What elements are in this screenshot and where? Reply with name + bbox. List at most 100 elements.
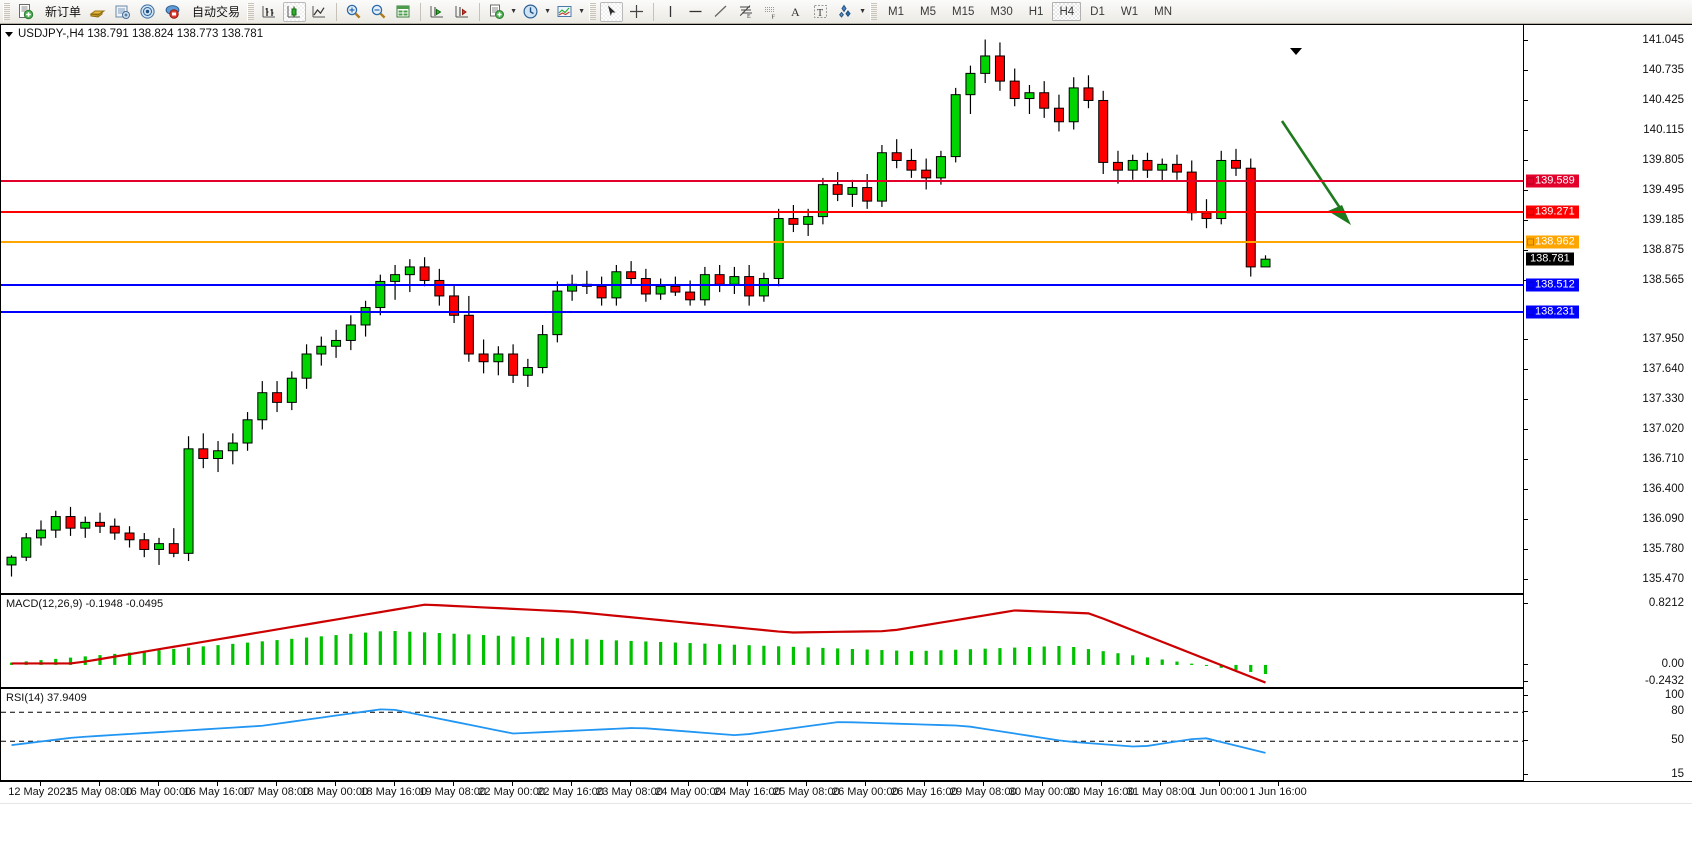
level-handle[interactable] xyxy=(1527,281,1534,289)
macd-pane[interactable]: MACD(12,26,9) -0.1948 -0.0495 xyxy=(0,594,1524,688)
toolbar-grip[interactable] xyxy=(3,2,10,21)
line-chart-icon[interactable] xyxy=(308,2,331,22)
news-icon[interactable] xyxy=(111,2,134,22)
auto-scroll-icon[interactable] xyxy=(451,2,474,22)
time-tick-label: 26 May 00:00 xyxy=(832,786,899,798)
new-order-button[interactable]: 新订单 xyxy=(39,2,84,22)
price-tag-support-upper[interactable]: 138.512 xyxy=(1526,278,1579,292)
period-dropdown-arrow[interactable]: ▼ xyxy=(544,8,551,15)
level-line-support-upper[interactable] xyxy=(1,284,1523,287)
price-tag-resistance-upper[interactable]: 139.589 xyxy=(1526,174,1579,188)
level-line-resistance-upper[interactable] xyxy=(1,179,1523,182)
chart-scroll-marker[interactable] xyxy=(1290,48,1302,55)
level-line-pivot[interactable] xyxy=(1,240,1523,243)
price-tick xyxy=(1524,339,1528,341)
rsi-tick xyxy=(1524,774,1528,775)
symbol-ohlc-text: USDJPY-,H4 138.791 138.824 138.773 138.7… xyxy=(18,28,264,40)
zoom-in-icon[interactable] xyxy=(342,2,365,22)
timeframe-m15[interactable]: M15 xyxy=(952,5,975,18)
rsi-tick-label: 100 xyxy=(1664,689,1684,701)
price-tag-support-lower[interactable]: 138.231 xyxy=(1526,305,1579,319)
gold-bars-icon[interactable] xyxy=(86,2,109,22)
symbol-caret-icon[interactable] xyxy=(5,31,13,37)
level-handle[interactable] xyxy=(1527,177,1534,185)
time-tick xyxy=(688,782,690,786)
channel-icon[interactable]: F xyxy=(759,2,782,22)
new-order-icon[interactable] xyxy=(14,2,37,22)
macd-label: MACD(12,26,9) -0.1948 -0.0495 xyxy=(6,598,164,610)
shapes-dropdown-arrow[interactable]: ▼ xyxy=(859,8,866,15)
time-axis[interactable]: 12 May 2023 15 May 08:00 16 May 00:00 16 Ma… xyxy=(0,781,1692,803)
candlestick-chart-icon[interactable] xyxy=(283,1,307,22)
bar-chart-icon[interactable] xyxy=(258,2,281,22)
main-toolbar: 新订单 xyxy=(0,0,1692,24)
crosshair-icon[interactable] xyxy=(625,2,648,22)
templates-dropdown-arrow[interactable]: ▼ xyxy=(578,8,585,15)
toolbar-grip-4[interactable] xyxy=(870,2,878,21)
time-tick-label: 16 May 00:00 xyxy=(124,786,192,798)
templates-icon[interactable] xyxy=(553,2,576,22)
signal-icon[interactable] xyxy=(136,2,159,22)
price-tick-label: 135.780 xyxy=(1642,543,1684,556)
timeframe-h1[interactable]: H1 xyxy=(1028,5,1044,18)
period-icon[interactable] xyxy=(519,2,542,22)
tile-windows-icon[interactable] xyxy=(392,2,415,22)
timeframe-d1[interactable]: D1 xyxy=(1090,5,1105,18)
timeframe-h4[interactable]: H4 xyxy=(1052,2,1082,21)
toolbar-grip-2[interactable] xyxy=(247,2,255,21)
trendline-icon[interactable] xyxy=(709,2,732,22)
level-handle[interactable] xyxy=(1527,308,1534,316)
new-order-label: 新订单 xyxy=(45,5,82,19)
timeframe-m1[interactable]: M1 xyxy=(888,5,905,18)
down-arrow-annotation xyxy=(1280,120,1351,225)
level-line-resistance-lower[interactable] xyxy=(1,210,1523,213)
shapes-icon[interactable] xyxy=(834,2,857,22)
toolbar-grip-3[interactable] xyxy=(589,2,597,21)
time-tick-label: 22 May 16:00 xyxy=(537,786,604,798)
timeframe-m30[interactable]: M30 xyxy=(990,5,1013,18)
toolbar-separator-1 xyxy=(336,2,338,21)
macd-tick-label: -0.2432 xyxy=(1644,675,1684,687)
time-tick xyxy=(570,782,572,786)
time-tick-label: 31 May 08:00 xyxy=(1126,786,1194,798)
timeframe-w1[interactable]: W1 xyxy=(1120,5,1139,18)
time-tick xyxy=(747,782,749,786)
text-icon[interactable]: A xyxy=(784,2,807,22)
fibonacci-icon[interactable]: E xyxy=(734,2,757,22)
shift-chart-icon[interactable] xyxy=(426,2,449,22)
rsi-pane[interactable]: RSI(14) 37.9409 xyxy=(0,688,1524,781)
indicators-dropdown-arrow[interactable]: ▼ xyxy=(510,8,517,15)
price-tick-label: 136.400 xyxy=(1642,483,1684,496)
auto-trading-button[interactable]: 自动交易 xyxy=(186,2,243,22)
cursor-icon[interactable] xyxy=(600,1,624,22)
level-line-support-lower[interactable] xyxy=(1,311,1523,314)
timeframe-m5[interactable]: M5 xyxy=(920,5,936,18)
price-axis[interactable]: 141.045 140.735 140.425 140.115 139.805 139.4… xyxy=(1524,24,1692,594)
timeframe-mn[interactable]: MN xyxy=(1154,5,1172,18)
time-tick-label: 19 May 08:00 xyxy=(419,786,486,798)
autotrading-icon[interactable] xyxy=(161,2,184,22)
toolbar-separator-3 xyxy=(479,2,481,21)
price-tick-label: 141.045 xyxy=(1642,33,1684,46)
price-tag-last-price[interactable]: 138.781 xyxy=(1526,252,1574,266)
toolbar-separator-2 xyxy=(420,2,422,21)
level-handle[interactable] xyxy=(1527,208,1534,216)
price-tick xyxy=(1524,489,1528,491)
zoom-out-icon[interactable] xyxy=(367,2,390,22)
time-tick-label: 29 May 08:00 xyxy=(949,786,1017,798)
price-tag-pivot[interactable]: 138.962 xyxy=(1526,235,1579,249)
chart-area[interactable]: USDJPY-,H4 138.791 138.824 138.773 138.7… xyxy=(0,24,1692,865)
price-tag-resistance-lower[interactable]: 139.271 xyxy=(1526,205,1579,219)
rsi-axis: 100 80 50 15 xyxy=(1524,688,1692,781)
level-handle[interactable] xyxy=(1527,238,1534,246)
time-tick-label: 18 May 16:00 xyxy=(360,786,428,798)
price-pane[interactable]: USDJPY-,H4 138.791 138.824 138.773 138.7… xyxy=(0,24,1524,594)
time-tick xyxy=(1219,782,1221,786)
horizontal-line-icon[interactable] xyxy=(684,2,707,22)
indicators-icon[interactable] xyxy=(485,2,508,22)
label-icon[interactable]: T xyxy=(809,2,832,22)
vertical-line-icon[interactable] xyxy=(659,2,682,22)
macd-axis: 0.8212 0.00 -0.2432 xyxy=(1524,594,1692,688)
macd-plot xyxy=(9,603,1268,684)
rsi-plot xyxy=(1,708,1523,754)
